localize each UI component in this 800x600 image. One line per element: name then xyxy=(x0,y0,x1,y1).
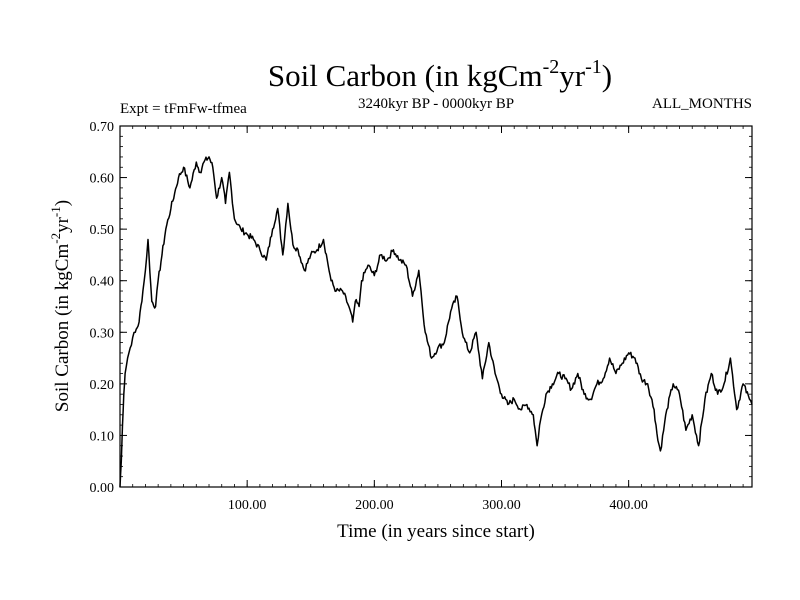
x-axis-label: Time (in years since start) xyxy=(337,521,535,542)
x-axis-minor-ticks xyxy=(132,126,744,487)
y-axis-label-end: ) xyxy=(52,200,73,206)
y-tick-label: 0.30 xyxy=(90,326,115,341)
y-tick-label: 0.50 xyxy=(90,223,115,238)
y-tick-label: 0.00 xyxy=(90,481,115,496)
y-axis-label-exp1: -2 xyxy=(48,233,63,244)
y-axis-ticks: 0.00 0.10 0.20 0.30 0.40 0.50 0.60 0.70 xyxy=(90,120,752,496)
plot-frame xyxy=(119,125,753,488)
y-axis-label: Soil Carbon (in kgCm-2yr-1) xyxy=(48,200,73,412)
period-label: 3240kyr BP - 0000kyr BP xyxy=(358,96,514,112)
y-axis-minor-ticks xyxy=(120,125,752,488)
y-tick-label: 0.10 xyxy=(90,429,115,444)
chart-title-end: ) xyxy=(602,58,612,93)
chart-title-mid: yr xyxy=(559,58,586,93)
chart-title: Soil Carbon (in kgCm-2yr-1) xyxy=(268,56,612,93)
months-label: ALL_MONTHS xyxy=(652,96,752,112)
soil-carbon-line xyxy=(119,156,753,488)
x-tick-label: 400.00 xyxy=(609,498,648,513)
y-tick-label: 0.70 xyxy=(90,120,115,135)
chart-title-exp2: -1 xyxy=(585,56,602,78)
x-axis-ticks: 100.00 200.00 300.00 400.00 xyxy=(228,126,648,513)
x-tick-label: 300.00 xyxy=(482,498,521,513)
y-tick-label: 0.20 xyxy=(90,378,115,393)
y-axis-label-mid: yr xyxy=(52,216,73,233)
y-tick-label: 0.40 xyxy=(90,275,115,290)
x-tick-label: 100.00 xyxy=(228,498,267,513)
y-axis-label-base: Soil Carbon (in kgCm xyxy=(52,244,73,413)
chart-title-exp1: -2 xyxy=(543,56,560,78)
y-tick-label: 0.60 xyxy=(90,172,115,187)
experiment-label: Expt = tFmFw-tfmea xyxy=(120,101,247,117)
x-tick-label: 200.00 xyxy=(355,498,394,513)
y-axis-label-exp2: -1 xyxy=(48,206,63,217)
chart-title-base: Soil Carbon (in kgCm xyxy=(268,58,543,93)
